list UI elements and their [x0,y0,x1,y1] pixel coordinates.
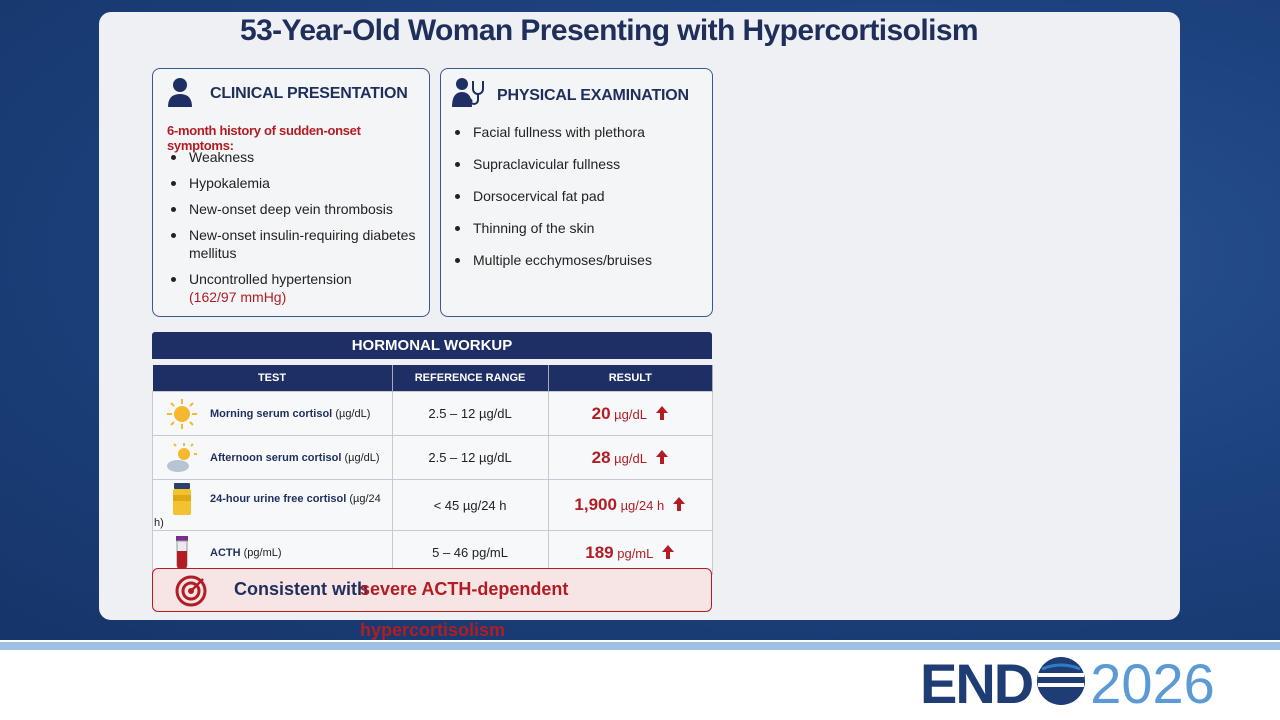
result-value: 20 [591,403,611,423]
symptom-text: Hypokalemia [189,175,270,191]
test-icon [167,398,197,429]
result-cell: 28 µg/dL [547,435,714,480]
test-name: 24-hour urine free cortisol [210,492,347,505]
result-unit: µg/dL [614,406,647,422]
symptom: Uncontrolled hypertension (162/97 mmHg) [167,270,417,306]
clinical-intro: 6-month history of sudden-onset symptoms… [167,123,361,153]
logo-right: 2026 [1090,652,1215,715]
result-unit: µg/24 h [620,498,665,513]
test-unit: (µg/dL) [335,407,371,420]
test-unit: (µg/24 h) [154,492,381,529]
test-icon [173,483,191,515]
test-name: Afternoon serum cortisol [210,451,342,464]
result-value: 28 [591,447,611,467]
test-name: ACTH [210,546,241,559]
clinical-box: CLINICAL PRESENTATION 6-month history of… [152,68,430,317]
result-unit: µg/dL [614,450,647,466]
symptom: Hypokalemia [167,174,417,192]
elevated-arrow [655,449,668,464]
finding: Supraclavicular fullness [451,155,706,173]
conclusion-highlight: severe ACTH-dependent hypercortisolism [360,579,569,640]
test-unit: (µg/dL) [344,451,380,464]
symptom-text: Weakness [189,149,255,165]
finding: Dorsocervical fat pad [451,187,706,205]
table-row: 24-hour urine free cortisol (µg/24 h) < 4… [152,479,714,531]
logo-globe [1037,657,1086,705]
reference-cell: 5 – 46 pg/mL [391,530,549,575]
symptom: New-onset insulin-requiring diabetes mel… [167,226,417,262]
table-row: ACTH (pg/mL) 5 – 46 pg/mL 189 pg/mL [152,530,714,575]
physical-box: PHYSICAL EXAMINATION Facial fullness wit… [440,68,713,317]
target-icon [175,575,207,607]
table-row: Afternoon serum cortisol (µg/dL) 2.5 – 12… [152,435,714,480]
result-value: 189 [585,542,614,562]
reference-cell: < 45 µg/24 h [391,479,549,531]
result-cell: 189 pg/mL [547,530,714,575]
clinical-heading: CLINICAL PRESENTATION [210,85,408,102]
logo: END 2026 [920,655,1215,712]
finding: Thinning of the skin [451,219,706,237]
result-cell: 1,900 µg/24 h [547,479,714,531]
stripe [0,642,1280,650]
symptom: Weakness [167,148,417,166]
blood-pressure: (162/97 mmHg) [189,289,287,305]
column-header: RESULT [548,365,714,392]
test-icon [167,442,197,472]
test-icon [176,535,188,570]
test-cell: ACTH (pg/mL) [152,530,393,575]
symptom: New-onset deep vein thrombosis [167,200,417,218]
elevated-arrow [673,497,686,511]
conclusion: Consistent with severe ACTH-dependent hy… [152,568,712,640]
table-head: TEST REFERENCE RANGE RESULT [152,365,714,392]
symptom-text: New-onset deep vein thrombosis [189,201,393,217]
physical-list: Facial fullness with plethora Supraclavic… [451,123,706,283]
test-unit: (pg/mL) [243,546,282,559]
stethoscope-icon [452,78,484,107]
result-cell: 20 µg/dL [547,391,714,436]
header-row: TEST REFERENCE RANGE RESULT [152,365,714,392]
workup-table: TEST REFERENCE RANGE RESULT Morning serum … [152,365,714,575]
logo-left: END [920,652,1034,715]
finding: Facial fullness with plethora [451,123,706,141]
elevated-arrow [655,405,668,420]
column-header: REFERENCE RANGE [392,365,549,392]
result-value: 1,900 [574,495,617,514]
test-cell: Afternoon serum cortisol (µg/dL) [152,435,393,480]
reference-cell: 2.5 – 12 µg/dL [391,391,549,436]
title: 53-Year-Old Woman Presenting with Hyperc… [240,14,979,47]
symptom-text: New-onset insulin-requiring diabetes mel… [189,227,416,261]
column-header: TEST [152,365,393,392]
table-body: Morning serum cortisol (µg/dL) 2.5 – 12 µ… [152,391,714,575]
workup-title: HORMONAL WORKUP [152,332,712,359]
person-icon [168,78,192,107]
test-name: Morning serum cortisol [210,407,333,420]
test-cell: Morning serum cortisol (µg/dL) [152,391,393,436]
reference-cell: 2.5 – 12 µg/dL [391,435,549,480]
physical-heading: PHYSICAL EXAMINATION [497,87,689,104]
test-cell: 24-hour urine free cortisol (µg/24 h) [152,479,393,531]
finding: Multiple ecchymoses/bruises [451,251,706,269]
conclusion-prefix: Consistent with [234,579,368,599]
table-row: Morning serum cortisol (µg/dL) 2.5 – 12 µ… [152,391,714,436]
symptom-text: Uncontrolled hypertension [189,271,352,287]
elevated-arrow [662,544,675,559]
clinical-list: Weakness Hypokalemia New-onset deep vein t… [167,148,417,314]
result-unit: pg/mL [617,545,654,561]
